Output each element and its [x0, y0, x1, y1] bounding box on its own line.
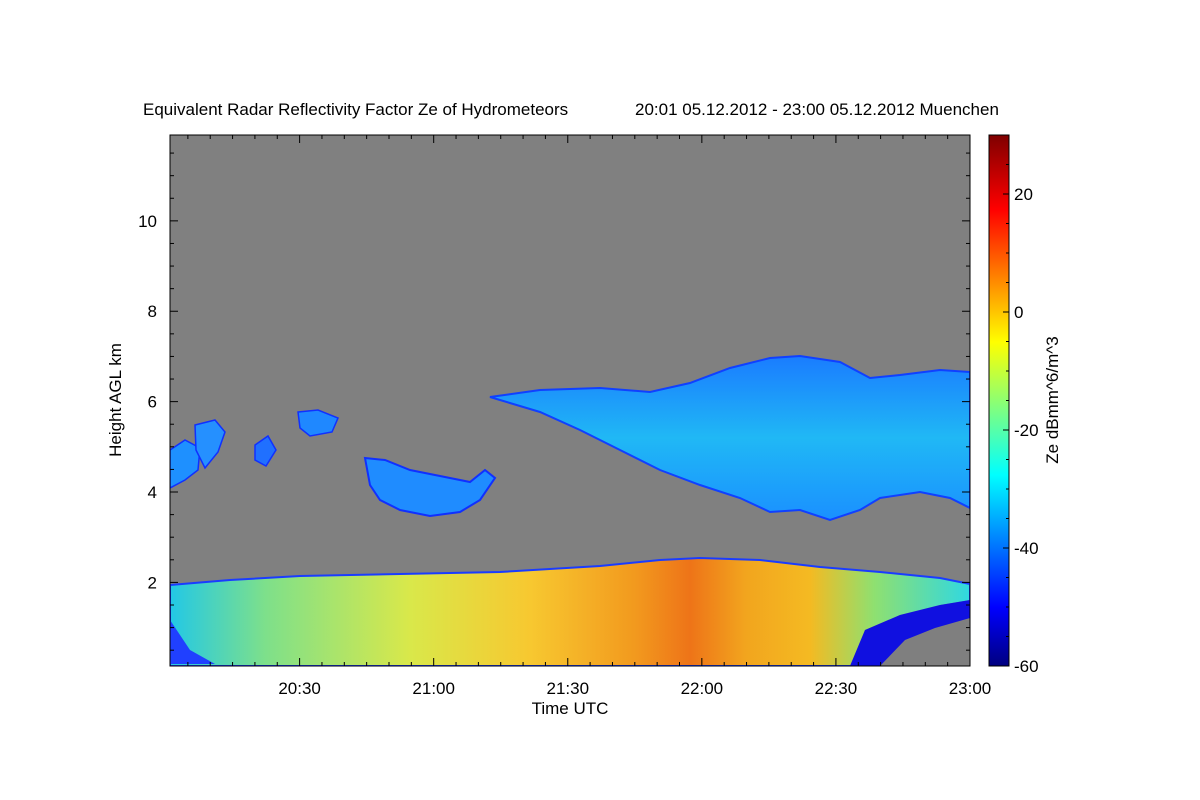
- colorbar-tick-label: -20: [1014, 421, 1039, 440]
- colorbar-tick-label: 20: [1014, 185, 1033, 204]
- y-tick-label: 8: [148, 302, 157, 321]
- y-tick-label: 4: [148, 483, 157, 502]
- chart-subtitle: 20:01 05.12.2012 - 23:00 05.12.2012 Muen…: [635, 100, 999, 119]
- x-axis-label: Time UTC: [532, 699, 609, 718]
- bottom-left-weak: [170, 620, 215, 664]
- plot-frame: [169, 134, 971, 667]
- y-tick-label: 2: [148, 573, 157, 592]
- x-tick-label: 20:30: [278, 679, 321, 698]
- y-axis: 2 4 6 8 10: [138, 152, 970, 651]
- low-precip-layer: [170, 556, 970, 666]
- colorbar-tick-label: -60: [1014, 657, 1039, 676]
- cloud-fragment-3: [297, 409, 339, 437]
- cloud-patch-2100: [363, 456, 497, 518]
- low-weak-edge: [850, 600, 970, 666]
- x-tick-label: 21:30: [546, 679, 589, 698]
- x-tick-label: 21:00: [412, 679, 455, 698]
- colorbar-tick-label: 0: [1014, 303, 1023, 322]
- colorbar-tick-label: -40: [1014, 539, 1039, 558]
- x-tick-label: 22:00: [681, 679, 724, 698]
- colorbar-ticks: 20 0 -20 -40 -60: [1003, 134, 1039, 676]
- cloud-fragment-2: [194, 419, 226, 470]
- chart-title: Equivalent Radar Reflectivity Factor Ze …: [143, 100, 568, 119]
- x-tick-label: 23:00: [949, 679, 992, 698]
- y-axis-label: Height AGL km: [106, 343, 125, 457]
- x-tick-label: 22:30: [815, 679, 858, 698]
- x-axis: 20:30 21:00 21:30 22:00 22:30 23:00: [187, 135, 992, 698]
- y-tick-label: 10: [138, 212, 157, 231]
- cloud-fragment-left: [170, 439, 201, 489]
- colorbar-label: Ze dBmm^6/m^3: [1043, 336, 1062, 463]
- upper-cloud-layer: [489, 354, 970, 522]
- cloud-fragment-4: [254, 434, 277, 467]
- y-tick-label: 6: [148, 393, 157, 412]
